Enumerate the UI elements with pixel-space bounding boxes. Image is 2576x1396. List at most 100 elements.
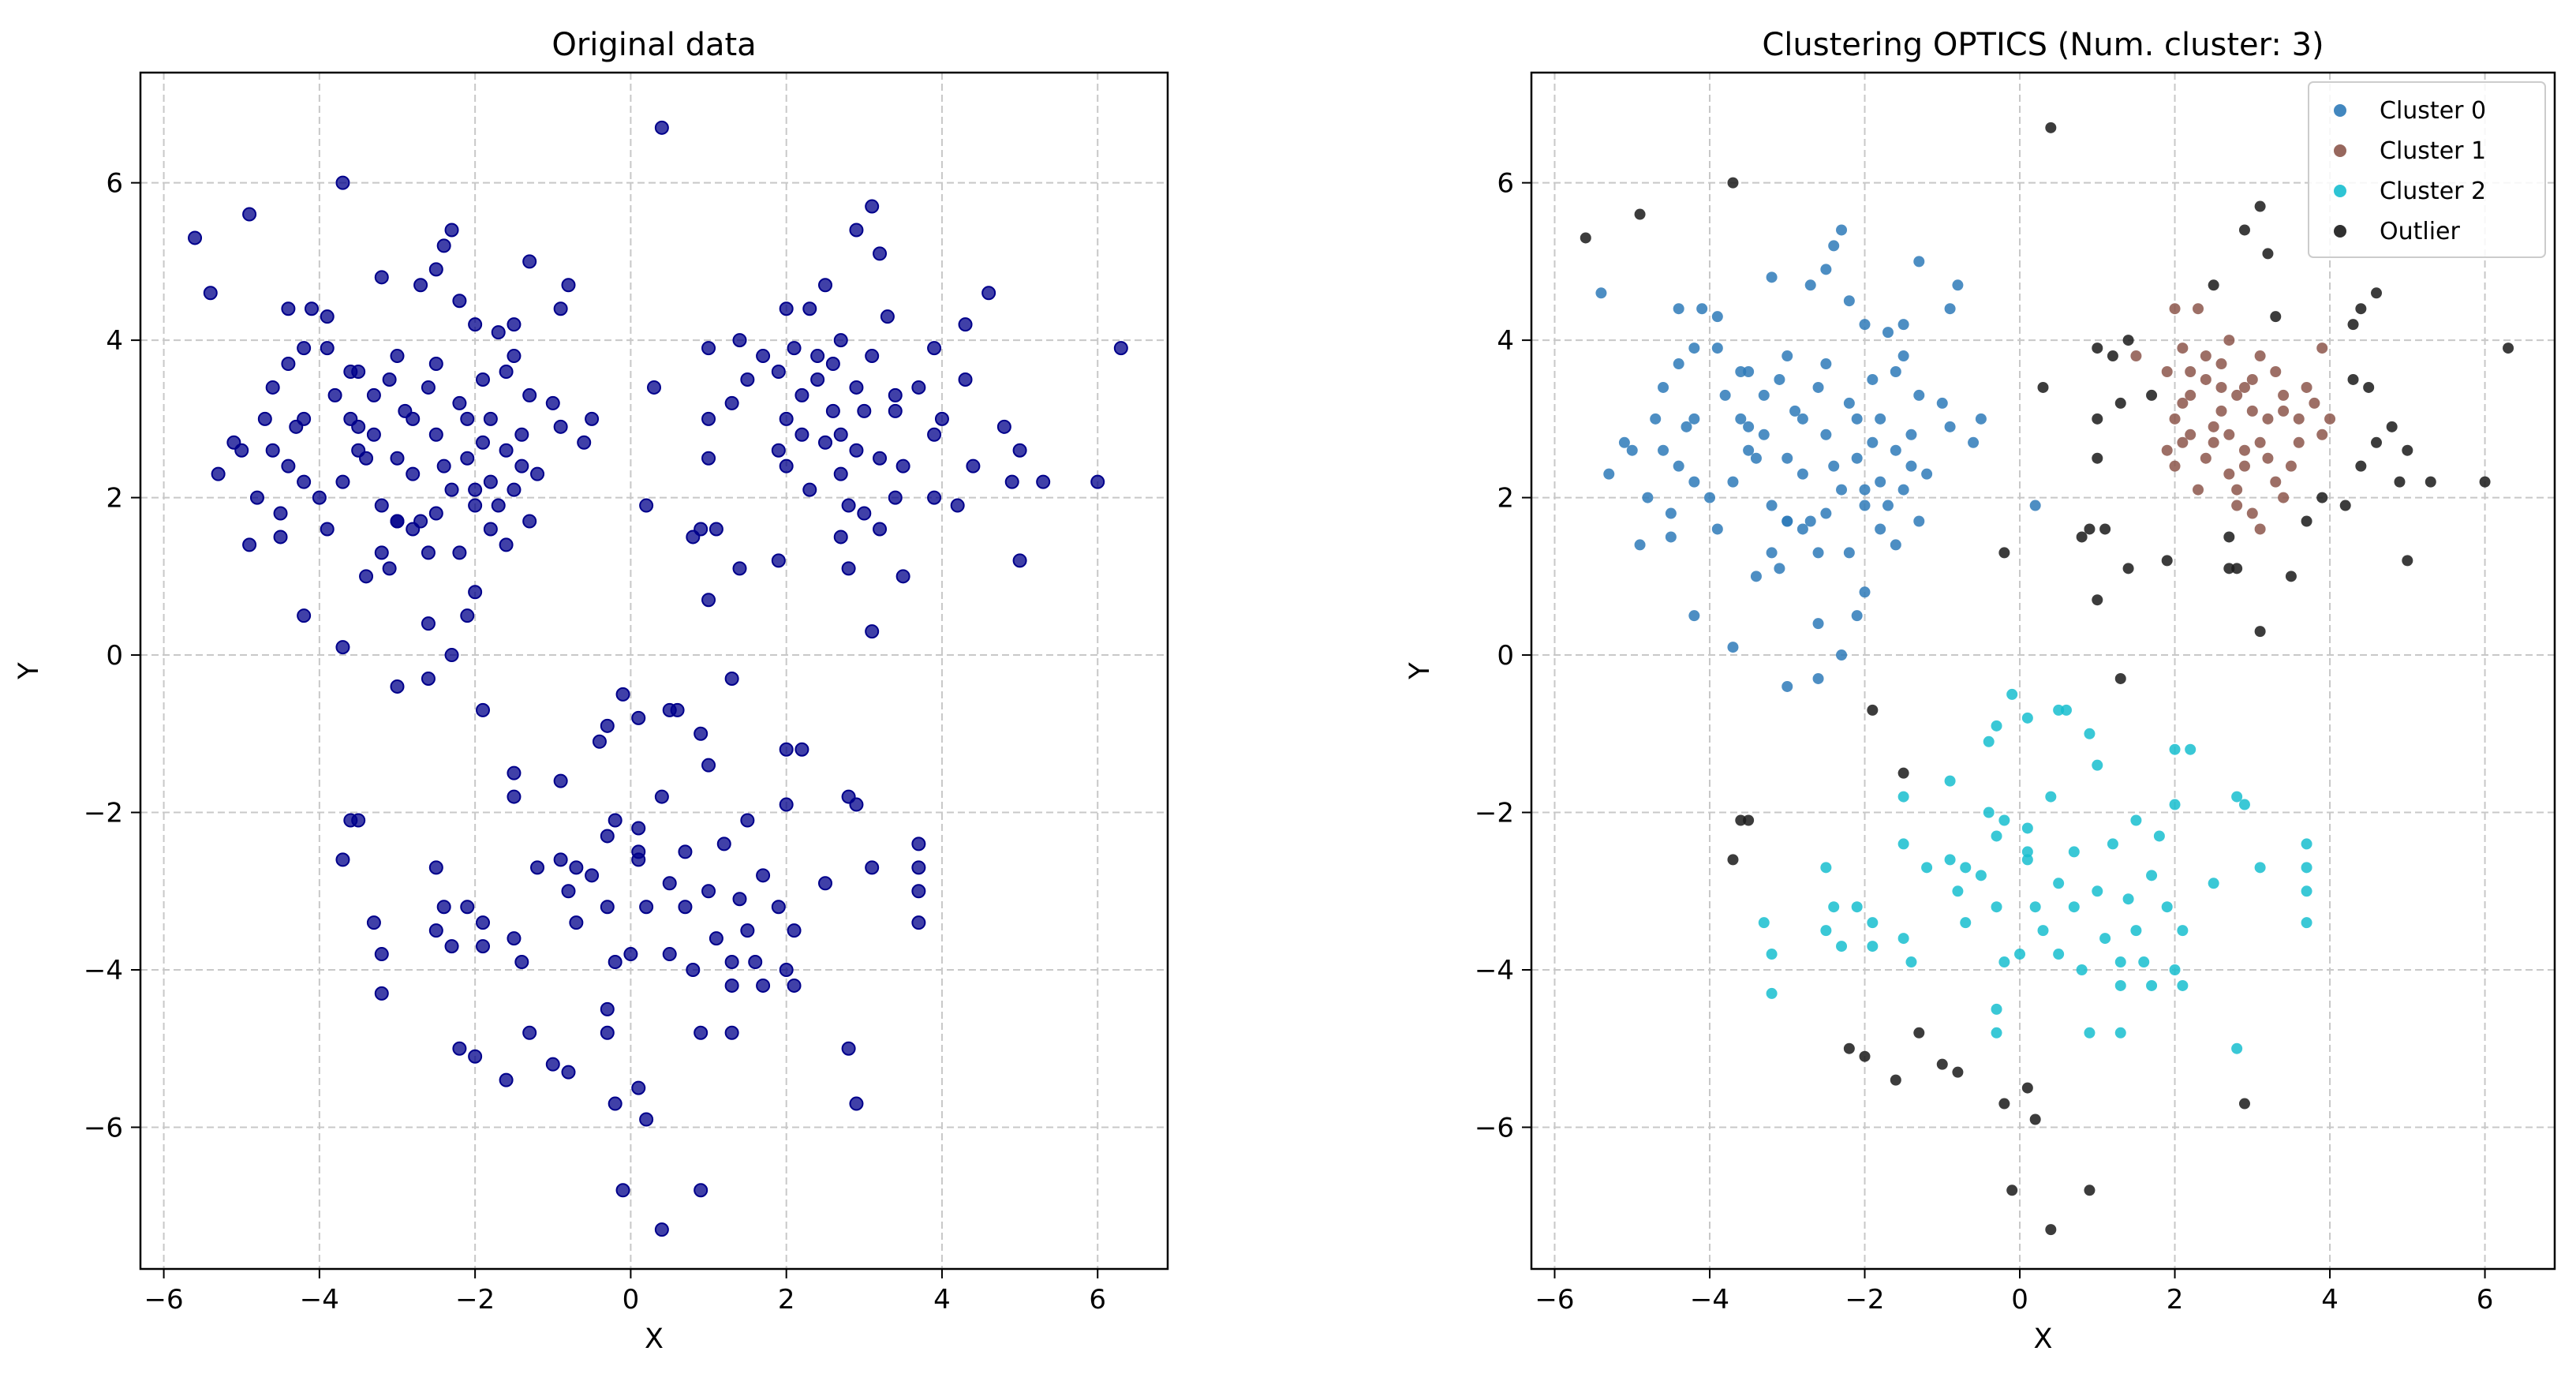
data-point (507, 789, 522, 804)
data-point (833, 333, 848, 348)
data-point (1921, 862, 1933, 874)
data-point (756, 978, 771, 993)
data-point (452, 294, 467, 309)
data-point (1650, 413, 1662, 425)
data-point (460, 451, 475, 466)
data-point (335, 474, 350, 489)
data-point (2114, 979, 2126, 991)
data-point (476, 435, 490, 450)
data-point (1820, 925, 1832, 937)
data-point (2029, 1113, 2041, 1125)
data-point (1743, 421, 1755, 432)
data-point (888, 387, 903, 402)
data-point (1758, 917, 1770, 929)
data-point (2301, 381, 2312, 393)
data-point (2254, 523, 2266, 535)
data-point (1711, 311, 1723, 323)
data-point (708, 931, 723, 946)
data-point (460, 900, 475, 915)
data-point (2021, 712, 2033, 724)
data-point (1766, 949, 1778, 960)
data-point (1634, 539, 1646, 551)
data-point (2021, 846, 2033, 858)
data-point (2208, 878, 2219, 889)
data-point (1727, 177, 1739, 189)
data-point (2153, 830, 2165, 842)
data-point (265, 443, 280, 458)
data-point (865, 624, 880, 639)
data-point (444, 648, 459, 663)
data-point (530, 466, 545, 481)
data-point (748, 955, 763, 970)
data-point (1673, 303, 1684, 315)
data-point (421, 616, 436, 631)
data-point (888, 403, 903, 418)
data-point (600, 1025, 615, 1040)
data-point (1843, 547, 1855, 559)
data-point (1875, 476, 1886, 488)
data-point (1758, 429, 1770, 440)
data-point (460, 608, 475, 623)
data-point (553, 419, 568, 434)
data-point (406, 411, 421, 426)
data-point (779, 411, 794, 426)
data-point (2425, 476, 2436, 488)
data-point (1789, 405, 1801, 417)
data-point (1727, 642, 1739, 653)
data-point (802, 301, 817, 316)
data-point (2130, 925, 2142, 937)
data-point (1665, 507, 1677, 519)
data-point (2301, 515, 2312, 527)
data-point (2223, 429, 2235, 440)
data-point (981, 286, 996, 301)
data-point (2339, 500, 2351, 511)
data-point (1944, 421, 1956, 432)
data-point (701, 451, 716, 466)
data-point (289, 419, 304, 434)
data-point (1867, 917, 1879, 929)
data-point (1952, 1066, 1964, 1078)
data-point (1991, 1003, 2002, 1015)
data-point (1836, 941, 1848, 952)
data-point (1774, 373, 1785, 385)
data-point (1851, 413, 1863, 425)
data-point (639, 1112, 654, 1127)
chart-title: Original data (551, 27, 756, 63)
data-point (2285, 571, 2297, 582)
x-tick-label: −2 (455, 1284, 495, 1316)
data-point (2262, 413, 2274, 425)
data-point (2246, 507, 2258, 519)
data-point (1944, 775, 1956, 787)
data-point (452, 1041, 467, 1056)
data-point (2169, 460, 2181, 472)
data-point (1820, 862, 1832, 874)
data-point (779, 458, 794, 473)
data-point (359, 451, 374, 466)
data-point (810, 349, 825, 364)
data-point (2177, 397, 2189, 409)
data-point (857, 506, 872, 521)
data-point (911, 380, 926, 395)
data-point (1913, 389, 1925, 401)
data-point (273, 530, 288, 545)
data-point (1812, 618, 1824, 630)
data-point (1782, 452, 1793, 464)
data-point (1890, 444, 1901, 456)
data-point (1991, 901, 2002, 913)
data-point (1843, 1042, 1855, 1054)
data-point (724, 955, 739, 970)
data-point (1812, 381, 1824, 393)
data-point (794, 742, 809, 757)
data-point (724, 671, 739, 686)
data-point (1090, 474, 1105, 489)
data-point (452, 395, 467, 410)
data-point (2006, 688, 2018, 700)
data-point (522, 514, 537, 529)
data-point (320, 341, 335, 356)
data-point (1727, 854, 1739, 866)
data-point (553, 852, 568, 867)
data-point (1812, 672, 1824, 684)
data-point (1998, 1098, 2010, 1110)
data-point (1867, 373, 1879, 385)
data-point (1681, 421, 1692, 432)
